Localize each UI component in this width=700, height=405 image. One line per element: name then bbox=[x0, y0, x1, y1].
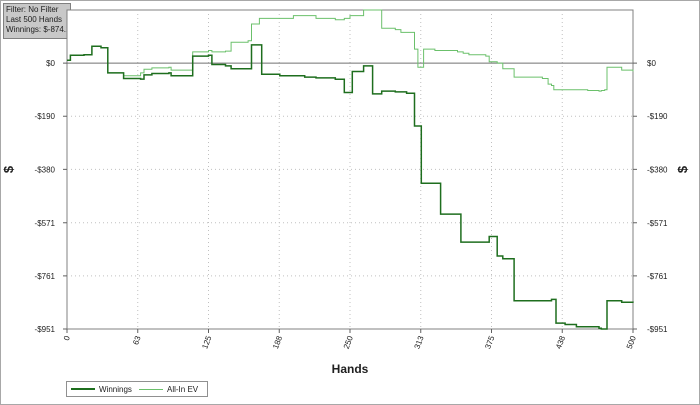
y-tick-label-right: -$951 bbox=[647, 325, 668, 334]
series-line-allin-ev bbox=[67, 9, 634, 92]
y-tick-label-right: $0 bbox=[647, 59, 656, 68]
x-tick-label: 0 bbox=[62, 334, 72, 342]
y-axis-title-right: $ bbox=[675, 165, 690, 173]
x-axis-title: Hands bbox=[332, 362, 369, 376]
info-box: Filter: No Filter Last 500 Hands Winning… bbox=[3, 3, 75, 39]
winnings-text: Winnings: $-874.24 bbox=[6, 25, 75, 34]
legend-label-allin-ev: All-In EV bbox=[167, 384, 199, 394]
y-tick-label-left: $0 bbox=[46, 59, 55, 68]
y-axis-title-left: $ bbox=[1, 165, 16, 173]
chart-legend: Winnings All-In EV bbox=[66, 381, 208, 397]
last-hands-text: Last 500 Hands bbox=[6, 15, 63, 24]
x-tick-label: 438 bbox=[554, 334, 567, 350]
y-tick-label-left: -$571 bbox=[35, 219, 56, 228]
y-tick-label-left: -$190 bbox=[35, 112, 56, 121]
y-tick-label-right: -$380 bbox=[647, 165, 668, 174]
y-tick-label-right: -$571 bbox=[647, 219, 668, 228]
y-tick-label-left: -$761 bbox=[35, 272, 56, 281]
legend-swatch-winnings bbox=[71, 388, 95, 390]
x-tick-label: 250 bbox=[342, 334, 355, 350]
series-line-winnings bbox=[67, 44, 634, 330]
x-tick-label: 500 bbox=[625, 334, 638, 350]
filter-text: Filter: No Filter bbox=[6, 5, 59, 14]
legend-item-winnings: Winnings bbox=[71, 383, 132, 395]
y-tick-label-left: -$380 bbox=[35, 165, 56, 174]
x-tick-label: 375 bbox=[483, 334, 496, 350]
x-tick-label: 63 bbox=[131, 334, 143, 346]
x-tick-label: 188 bbox=[271, 334, 284, 350]
y-tick-label-right: -$190 bbox=[647, 112, 668, 121]
legend-swatch-allin-ev bbox=[139, 388, 163, 390]
x-tick-label: 313 bbox=[413, 334, 426, 350]
legend-label-winnings: Winnings bbox=[99, 384, 132, 394]
y-tick-label-right: -$761 bbox=[647, 272, 668, 281]
x-tick-label: 125 bbox=[200, 334, 213, 350]
legend-item-allin-ev: All-In EV bbox=[139, 383, 198, 395]
y-tick-label-left: -$951 bbox=[35, 325, 56, 334]
